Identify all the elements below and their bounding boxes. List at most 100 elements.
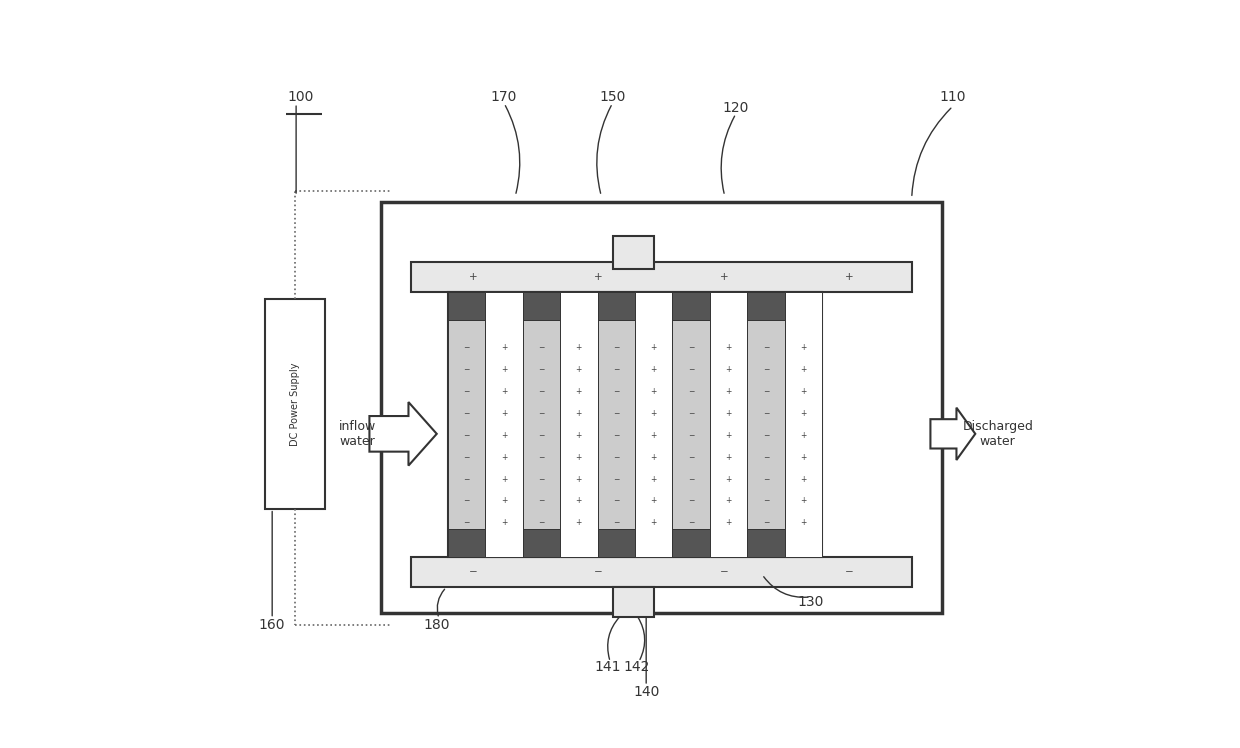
Text: −: − xyxy=(464,497,470,506)
Text: −: − xyxy=(763,518,769,527)
Text: +: + xyxy=(725,497,732,506)
Text: −: − xyxy=(538,453,544,462)
Text: +: + xyxy=(725,409,732,418)
Text: −: − xyxy=(688,365,694,374)
Text: −: − xyxy=(763,365,769,374)
Bar xyxy=(672,292,709,557)
Text: +: + xyxy=(651,475,657,484)
Bar xyxy=(672,292,709,320)
Bar xyxy=(613,236,653,269)
Text: +: + xyxy=(501,453,507,462)
Text: −: − xyxy=(469,567,477,577)
Text: +: + xyxy=(725,431,732,440)
Text: +: + xyxy=(651,365,657,374)
Text: 100: 100 xyxy=(288,91,314,104)
Text: +: + xyxy=(575,409,582,418)
Text: DC Power Supply: DC Power Supply xyxy=(290,362,300,446)
Text: +: + xyxy=(575,497,582,506)
Bar xyxy=(264,299,325,509)
Text: 120: 120 xyxy=(723,102,749,115)
Text: +: + xyxy=(725,475,732,484)
Text: −: − xyxy=(763,387,769,396)
Bar xyxy=(709,292,748,557)
Text: +: + xyxy=(725,343,732,352)
Text: −: − xyxy=(763,431,769,440)
Text: −: − xyxy=(763,409,769,418)
Text: +: + xyxy=(501,387,507,396)
Text: −: − xyxy=(538,475,544,484)
Bar xyxy=(635,292,672,557)
Bar xyxy=(598,292,635,557)
Text: −: − xyxy=(613,497,620,506)
Text: +: + xyxy=(469,272,477,282)
Text: +: + xyxy=(800,431,806,440)
Text: −: − xyxy=(763,497,769,506)
Bar xyxy=(785,292,822,557)
Bar xyxy=(748,529,785,557)
Text: +: + xyxy=(575,453,582,462)
Bar xyxy=(448,292,822,557)
Bar xyxy=(748,292,785,320)
Text: −: − xyxy=(613,387,620,396)
Text: 141: 141 xyxy=(594,660,620,674)
Bar xyxy=(448,529,485,557)
Text: +: + xyxy=(651,387,657,396)
Text: +: + xyxy=(651,343,657,352)
Text: 170: 170 xyxy=(491,91,517,104)
Text: +: + xyxy=(725,453,732,462)
Text: +: + xyxy=(844,272,853,282)
Text: +: + xyxy=(651,497,657,506)
Text: −: − xyxy=(594,567,603,577)
Text: +: + xyxy=(501,497,507,506)
Text: +: + xyxy=(501,365,507,374)
Text: −: − xyxy=(613,475,620,484)
Text: +: + xyxy=(651,518,657,527)
Bar xyxy=(672,529,709,557)
Text: −: − xyxy=(688,431,694,440)
Text: −: − xyxy=(464,387,470,396)
Bar xyxy=(381,202,941,613)
Text: −: − xyxy=(613,453,620,462)
Text: −: − xyxy=(538,409,544,418)
Text: −: − xyxy=(688,497,694,506)
Text: −: − xyxy=(464,431,470,440)
Text: +: + xyxy=(725,365,732,374)
Text: Discharged
water: Discharged water xyxy=(962,420,1033,448)
Text: +: + xyxy=(800,497,806,506)
Text: −: − xyxy=(688,453,694,462)
Text: +: + xyxy=(575,518,582,527)
Text: −: − xyxy=(688,387,694,396)
Text: +: + xyxy=(501,431,507,440)
Bar xyxy=(613,587,653,617)
Bar xyxy=(748,292,785,557)
Text: +: + xyxy=(575,431,582,440)
Text: −: − xyxy=(763,453,769,462)
Text: −: − xyxy=(538,387,544,396)
Text: −: − xyxy=(719,567,728,577)
Bar xyxy=(448,292,485,320)
Text: 150: 150 xyxy=(599,91,626,104)
Text: −: − xyxy=(688,518,694,527)
Text: −: − xyxy=(613,431,620,440)
Bar xyxy=(560,292,598,557)
Text: −: − xyxy=(763,475,769,484)
Text: −: − xyxy=(464,343,470,352)
Bar xyxy=(598,292,635,320)
Text: −: − xyxy=(538,431,544,440)
Text: +: + xyxy=(725,518,732,527)
Text: −: − xyxy=(464,409,470,418)
Text: −: − xyxy=(538,497,544,506)
Text: +: + xyxy=(651,409,657,418)
Text: −: − xyxy=(464,475,470,484)
Text: +: + xyxy=(800,387,806,396)
Polygon shape xyxy=(930,408,976,460)
Bar xyxy=(448,292,485,557)
Text: +: + xyxy=(575,343,582,352)
Text: 140: 140 xyxy=(632,685,660,699)
Text: +: + xyxy=(575,475,582,484)
Text: −: − xyxy=(844,567,853,577)
Text: −: − xyxy=(538,365,544,374)
Text: −: − xyxy=(464,365,470,374)
Text: −: − xyxy=(613,343,620,352)
Text: +: + xyxy=(651,453,657,462)
